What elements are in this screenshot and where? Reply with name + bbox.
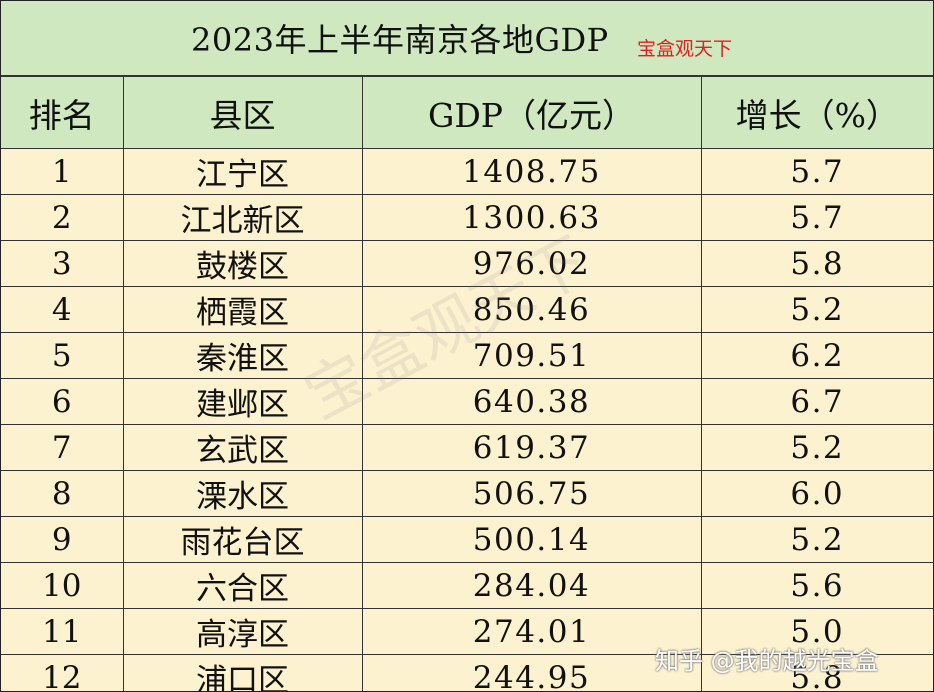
- growth-cell: 5.6: [700, 562, 933, 609]
- gdp-cell: 709.51: [361, 332, 702, 379]
- district-cell: 浦口区: [122, 654, 363, 691]
- growth-cell: 5.7: [700, 194, 933, 241]
- gdp-cell: 274.01: [361, 608, 702, 655]
- table-row: 9 雨花台区 500.14 5.2: [1, 516, 933, 563]
- table-body: 1 江宁区 1408.75 5.7 2 江北新区 1300.63 5.7 3 鼓楼区 976.02 5…: [1, 148, 933, 691]
- gdp-cell: 1408.75: [361, 148, 702, 195]
- gdp-cell: 976.02: [361, 240, 702, 287]
- growth-cell: 5.2: [700, 424, 933, 471]
- gdp-cell: 1300.63: [361, 194, 702, 241]
- district-cell: 栖霞区: [122, 286, 363, 333]
- growth-cell: 5.8: [700, 240, 933, 287]
- column-header-district: 县区: [122, 77, 363, 149]
- corner-watermark: 知乎 @我的越光宝盒: [655, 647, 879, 675]
- column-header-growth: 增长（%）: [700, 77, 933, 149]
- rank-cell: 1: [1, 148, 124, 195]
- growth-cell: 6.0: [700, 470, 933, 517]
- column-header-gdp: GDP（亿元）: [361, 77, 702, 149]
- gdp-cell: 850.46: [361, 286, 702, 333]
- rank-cell: 4: [1, 286, 124, 333]
- rank-cell: 7: [1, 424, 124, 471]
- table-row: 5 秦淮区 709.51 6.2: [1, 332, 933, 379]
- table-row: 6 建邺区 640.38 6.7: [1, 378, 933, 425]
- district-cell: 高淳区: [122, 608, 363, 655]
- district-cell: 六合区: [122, 562, 363, 609]
- gdp-cell: 619.37: [361, 424, 702, 471]
- district-cell: 建邺区: [122, 378, 363, 425]
- rank-cell: 3: [1, 240, 124, 287]
- table-row: 11 高淳区 274.01 5.0: [1, 608, 933, 655]
- table-row: 4 栖霞区 850.46 5.2: [1, 286, 933, 333]
- rank-cell: 10: [1, 562, 124, 609]
- growth-cell: 5.2: [700, 516, 933, 563]
- table-row: 2 江北新区 1300.63 5.7: [1, 194, 933, 241]
- growth-cell: 5.0: [700, 608, 933, 655]
- rank-cell: 6: [1, 378, 124, 425]
- rank-cell: 11: [1, 608, 124, 655]
- brand-label: 宝盒观天下: [637, 38, 733, 60]
- district-cell: 秦淮区: [122, 332, 363, 379]
- rank-cell: 9: [1, 516, 124, 563]
- rank-cell: 5: [1, 332, 124, 379]
- rank-cell: 2: [1, 194, 124, 241]
- table-row: 8 溧水区 506.75 6.0: [1, 470, 933, 517]
- rank-cell: 8: [1, 470, 124, 517]
- district-cell: 玄武区: [122, 424, 363, 471]
- growth-cell: 5.8: [700, 654, 933, 691]
- table-title: 2023年上半年南京各地GDP: [191, 21, 609, 59]
- district-cell: 江北新区: [122, 194, 363, 241]
- district-cell: 溧水区: [122, 470, 363, 517]
- gdp-cell: 500.14: [361, 516, 702, 563]
- gdp-cell: 244.95: [361, 654, 702, 691]
- gdp-table: 排名 县区 GDP（亿元） 增长（%） 1 江宁区 1408.75 5.7 2 江北新区 1…: [1, 77, 933, 691]
- growth-cell: 5.7: [700, 148, 933, 195]
- growth-cell: 6.2: [700, 332, 933, 379]
- gdp-cell: 640.38: [361, 378, 702, 425]
- title-bar: 2023年上半年南京各地GDP 宝盒观天下: [1, 1, 933, 77]
- column-header-rank: 排名: [1, 77, 124, 149]
- table-row: 3 鼓楼区 976.02 5.8: [1, 240, 933, 287]
- table-row: 12 浦口区 244.95 5.8: [1, 654, 933, 691]
- district-cell: 雨花台区: [122, 516, 363, 563]
- district-cell: 江宁区: [122, 148, 363, 195]
- gdp-cell: 506.75: [361, 470, 702, 517]
- gdp-cell: 284.04: [361, 562, 702, 609]
- rank-cell: 12: [1, 654, 124, 691]
- district-cell: 鼓楼区: [122, 240, 363, 287]
- table-header-row: 排名 县区 GDP（亿元） 增长（%）: [1, 77, 933, 149]
- table-row: 10 六合区 284.04 5.6: [1, 562, 933, 609]
- table-row: 1 江宁区 1408.75 5.7: [1, 148, 933, 195]
- table-row: 7 玄武区 619.37 5.2: [1, 424, 933, 471]
- growth-cell: 5.2: [700, 286, 933, 333]
- growth-cell: 6.7: [700, 378, 933, 425]
